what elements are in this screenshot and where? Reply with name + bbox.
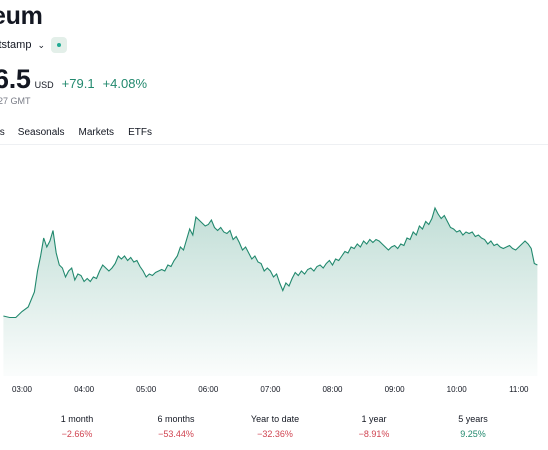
price-chart[interactable]: 03:00 04:00 05:00 06:00 07:00 08:00 09:00 10:00… [0, 146, 548, 396]
x-tick-label: 07:00 [260, 385, 281, 394]
tab-etfs[interactable]: ETFs [128, 127, 152, 138]
timestamp: 27 GMT [0, 96, 31, 106]
performance-item[interactable]: 5 years 9.25% [433, 414, 513, 439]
currency-label: USD [34, 80, 54, 90]
market-status-button[interactable] [51, 37, 67, 53]
price-change: +79.1 [61, 76, 95, 91]
performance-item[interactable]: 6 months −53.44% [136, 414, 216, 439]
performance-label: 5 years [458, 414, 488, 424]
chart-price-line [3, 206, 538, 319]
x-tick-label: 11:00 [509, 385, 529, 394]
x-tick-label: 09:00 [385, 385, 406, 394]
performance-item[interactable]: 1 year −8.91% [334, 414, 414, 439]
x-axis: 03:00 04:00 05:00 06:00 07:00 08:00 09:00 10:00… [12, 385, 529, 394]
exchange-selector[interactable]: itstamp ⌄ [0, 39, 45, 51]
performance-row: 1 month −2.66% 6 months −53.44% Year to date… [0, 414, 548, 450]
performance-value: −32.36% [257, 429, 293, 439]
x-tick-label: 03:00 [12, 385, 33, 394]
chart-area-fill [3, 208, 538, 376]
tab-technicals[interactable]: als [0, 127, 5, 138]
last-price: 6.5 [0, 64, 31, 94]
price-row: 6.5 USD +79.1 +4.08% [0, 64, 147, 95]
performance-label: 1 month [60, 414, 94, 424]
performance-label: 6 months [157, 414, 195, 424]
performance-item[interactable]: Year to date −32.36% [235, 414, 315, 439]
x-tick-label: 10:00 [447, 385, 468, 394]
performance-item[interactable]: 1 month −2.66% [37, 414, 117, 439]
tab-bar: als Seasonals Markets ETFs [0, 127, 166, 138]
price-change-percent: +4.08% [102, 76, 148, 91]
tab-seasonals[interactable]: Seasonals [17, 127, 65, 138]
performance-value: −2.66% [61, 429, 93, 439]
performance-label: Year to date [250, 414, 300, 424]
x-tick-label: 08:00 [322, 385, 343, 394]
chevron-down-icon: ⌄ [37, 39, 46, 50]
performance-value: −8.91% [358, 429, 390, 439]
performance-value: −53.44% [158, 429, 194, 439]
x-tick-label: 06:00 [198, 385, 219, 394]
exchange-label: itstamp [0, 39, 32, 51]
x-tick-label: 04:00 [74, 385, 95, 394]
tab-markets[interactable]: Markets [78, 127, 115, 138]
symbol-title: eum [0, 2, 43, 30]
status-dot-icon [57, 43, 61, 47]
performance-value: 9.25% [460, 429, 486, 439]
x-tick-label: 05:00 [136, 385, 157, 394]
tab-divider [0, 144, 548, 145]
performance-label: 1 year [361, 414, 387, 424]
